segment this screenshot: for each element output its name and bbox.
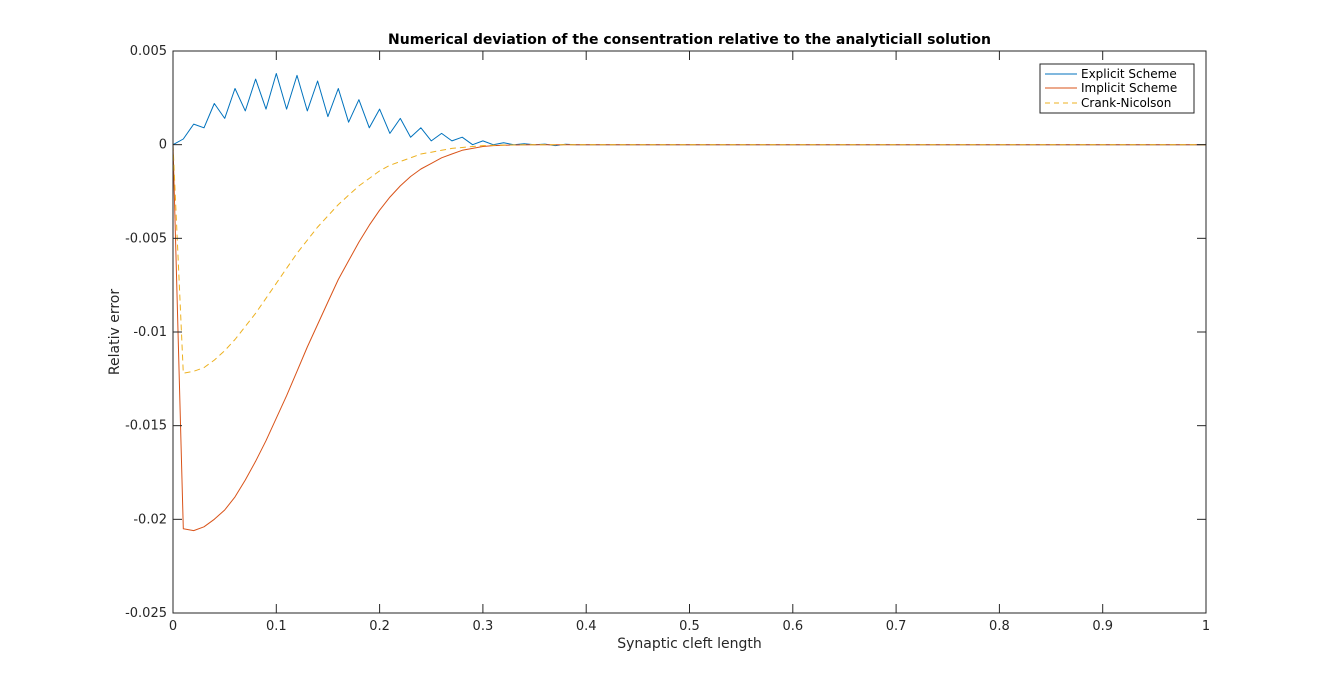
y-tick-label: -0.025 — [125, 606, 167, 621]
y-tick-label: 0.005 — [130, 44, 167, 59]
x-tick-label: 0.3 — [473, 619, 494, 634]
y-tick-label: -0.015 — [125, 419, 167, 434]
x-tick-label: 0.5 — [679, 619, 700, 634]
x-tick-label: 0.4 — [576, 619, 597, 634]
x-tick-label: 0.1 — [266, 619, 287, 634]
y-axis-label: Relativ error — [107, 289, 123, 375]
x-tick-label: 0.9 — [1092, 619, 1113, 634]
y-tick-label: -0.01 — [133, 325, 167, 340]
legend-label-explicit-scheme: Explicit Scheme — [1081, 67, 1177, 81]
legend-label-crank-nicolson: Crank-Nicolson — [1081, 96, 1171, 110]
y-tick-label: 0 — [159, 138, 167, 153]
series-layer — [172, 73, 1206, 532]
x-axis-label: Synaptic cleft length — [617, 636, 761, 652]
chart-title: Numerical deviation of the consentration… — [388, 32, 991, 48]
x-tick-label: 0 — [169, 619, 177, 634]
legend: Explicit Scheme Implicit Scheme Crank-Ni… — [1039, 63, 1195, 114]
series-line-crank-nicolson — [172, 144, 1206, 374]
x-tick-label: 0.6 — [782, 619, 803, 634]
y-tick-label: -0.02 — [133, 512, 167, 527]
x-tick-label: 0.8 — [989, 619, 1010, 634]
y-tick-label: -0.005 — [125, 231, 167, 246]
x-tick-label: 1 — [1202, 619, 1210, 634]
x-axis: 0 0.1 0.2 0.3 0.4 0.5 0.6 0.7 0.8 0.9 1 — [169, 51, 1210, 634]
plot-area — [173, 51, 1206, 613]
x-tick-label: 0.7 — [886, 619, 907, 634]
y-axis: 0.005 0 -0.005 -0.01 -0.015 -0.02 -0.025 — [125, 44, 1206, 621]
legend-label-implicit-scheme: Implicit Scheme — [1081, 81, 1177, 95]
x-tick-label: 0.2 — [369, 619, 390, 634]
